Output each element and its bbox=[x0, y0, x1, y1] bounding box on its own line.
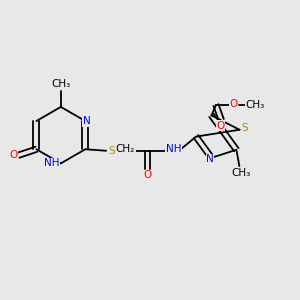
Text: N: N bbox=[83, 116, 91, 126]
Text: NH: NH bbox=[44, 158, 59, 168]
Text: S: S bbox=[242, 123, 248, 133]
Text: S: S bbox=[108, 146, 115, 156]
Text: CH₃: CH₃ bbox=[231, 168, 250, 178]
Text: O: O bbox=[144, 170, 152, 180]
Text: N: N bbox=[206, 154, 214, 164]
Text: CH₂: CH₂ bbox=[116, 144, 135, 154]
Text: O: O bbox=[9, 150, 17, 160]
Text: CH₃: CH₃ bbox=[51, 79, 70, 89]
Text: O: O bbox=[217, 121, 225, 131]
Text: O: O bbox=[230, 98, 238, 109]
Text: CH₃: CH₃ bbox=[246, 100, 265, 110]
Text: NH: NH bbox=[166, 144, 181, 154]
